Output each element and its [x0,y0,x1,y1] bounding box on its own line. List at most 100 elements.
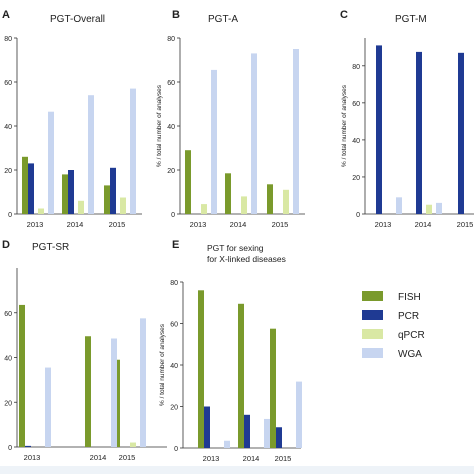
legend-swatch [362,291,383,301]
bar-wga-2013 [396,197,402,214]
bar-wga-2015 [296,381,302,448]
y-axis-label: % / total number of analyses [156,84,163,167]
x-tick-label: 2013 [27,220,44,229]
x-tick-label: 2013 [190,220,207,229]
x-tick-label: 2013 [24,453,41,462]
y-axis-label: % / total number of analyses [341,84,348,167]
panel-letter: A [2,9,10,21]
x-tick-label: 2015 [109,220,126,229]
y-tick-label: 80 [352,64,360,71]
panel-letter: C [340,9,348,21]
y-tick-label: 20 [4,168,12,175]
y-tick-label: 0 [8,445,12,452]
panel-letter: B [172,9,180,21]
bar-wga-2015 [293,49,299,214]
bar-wga-2013 [48,111,54,214]
bar-pcr-2015 [458,52,464,215]
panel-letter: E [172,239,179,251]
legend-swatch [362,310,383,320]
bar-wga-2015 [140,318,146,447]
bar-pcr-2013 [25,445,31,447]
y-axis-label: % / total number of analyses [159,323,166,406]
bar-fish-2015 [267,184,273,214]
bar-qpcr-2014 [78,200,84,214]
bar-qpcr-2013 [201,204,207,214]
bar-qpcr-2013 [38,208,44,214]
x-tick-label: 2014 [243,454,260,463]
y-tick-label: 0 [171,212,175,219]
x-tick-label: 2013 [203,454,220,463]
bar-fish-2013 [19,304,25,447]
y-tick-label: 20 [4,400,12,407]
y-tick-label: 0 [356,212,360,219]
bar-pcr-2014 [244,414,250,448]
legend-label: qPCR [398,330,425,341]
y-tick-label: 20 [352,175,360,182]
legend-swatch [362,329,383,339]
x-tick-label: 2015 [272,220,289,229]
bar-pcr-2013 [376,45,382,215]
bar-fish-2015 [270,328,276,448]
y-tick-label: 0 [8,212,12,219]
y-tick-label: 20 [170,405,178,412]
bar-wga-2013 [211,69,217,215]
x-tick-label: 2015 [457,220,474,229]
bar-fish-2013 [22,156,28,214]
bar-wga-2013 [224,440,230,448]
chart-title: PGT for sexing [207,243,264,253]
chart-title: PGT-A [208,14,238,25]
bar-qpcr-2014 [426,204,432,214]
bar-wga-2015 [130,88,136,214]
chart-title: PGT-M [395,14,427,25]
bar-pcr-2015 [110,167,116,214]
bar-pcr-2013 [28,163,34,214]
bar-fish-2014 [225,173,231,214]
y-tick-label: 40 [4,356,12,363]
bar-pcr-2015 [276,427,282,448]
bar-qpcr-2015 [130,442,136,447]
x-tick-label: 2014 [67,220,84,229]
bar-fish-2014 [238,303,244,448]
y-tick-label: 20 [167,168,175,175]
bar-wga-2014 [436,202,442,214]
bar-qpcr-2015 [283,189,289,214]
y-tick-label: 60 [4,311,12,318]
chart-title: PGT-SR [32,242,69,253]
y-tick-label: 40 [352,138,360,145]
bottom-strip [0,466,474,474]
bar-fish-2014 [62,174,68,214]
y-tick-label: 60 [167,80,175,87]
chart-title: for X-linked diseases [207,254,286,264]
bar-wga-2014 [251,53,257,215]
bar-qpcr-2015 [120,197,126,214]
bar-pcr-2014 [416,51,422,214]
bar-pcr-2013 [204,406,210,448]
x-tick-label: 2014 [415,220,432,229]
y-tick-label: 80 [4,36,12,43]
x-tick-label: 2014 [90,453,107,462]
bar-qpcr-2014 [241,196,247,214]
bar-pcr-2014 [68,170,74,214]
bar-fish-2013 [198,290,204,448]
bar-wga-2014 [264,418,270,448]
legend-swatch [362,348,383,358]
x-tick-label: 2015 [119,453,136,462]
y-tick-label: 0 [174,446,178,453]
legend-label: PCR [398,311,419,322]
legend-label: WGA [398,349,422,360]
bar-fish-2013 [185,150,191,214]
y-tick-label: 40 [170,363,178,370]
x-tick-label: 2013 [375,220,392,229]
y-tick-label: 80 [170,280,178,287]
bar-fish-2015 [104,185,110,214]
y-tick-label: 80 [167,36,175,43]
bar-wga-2014 [111,338,117,447]
y-tick-label: 60 [170,322,178,329]
y-tick-label: 40 [4,124,12,131]
chart-title: PGT-Overall [50,14,105,25]
bar-wga-2013 [45,367,51,447]
panel-letter: D [2,239,10,251]
bar-fish-2014 [85,336,91,447]
x-tick-label: 2015 [275,454,292,463]
